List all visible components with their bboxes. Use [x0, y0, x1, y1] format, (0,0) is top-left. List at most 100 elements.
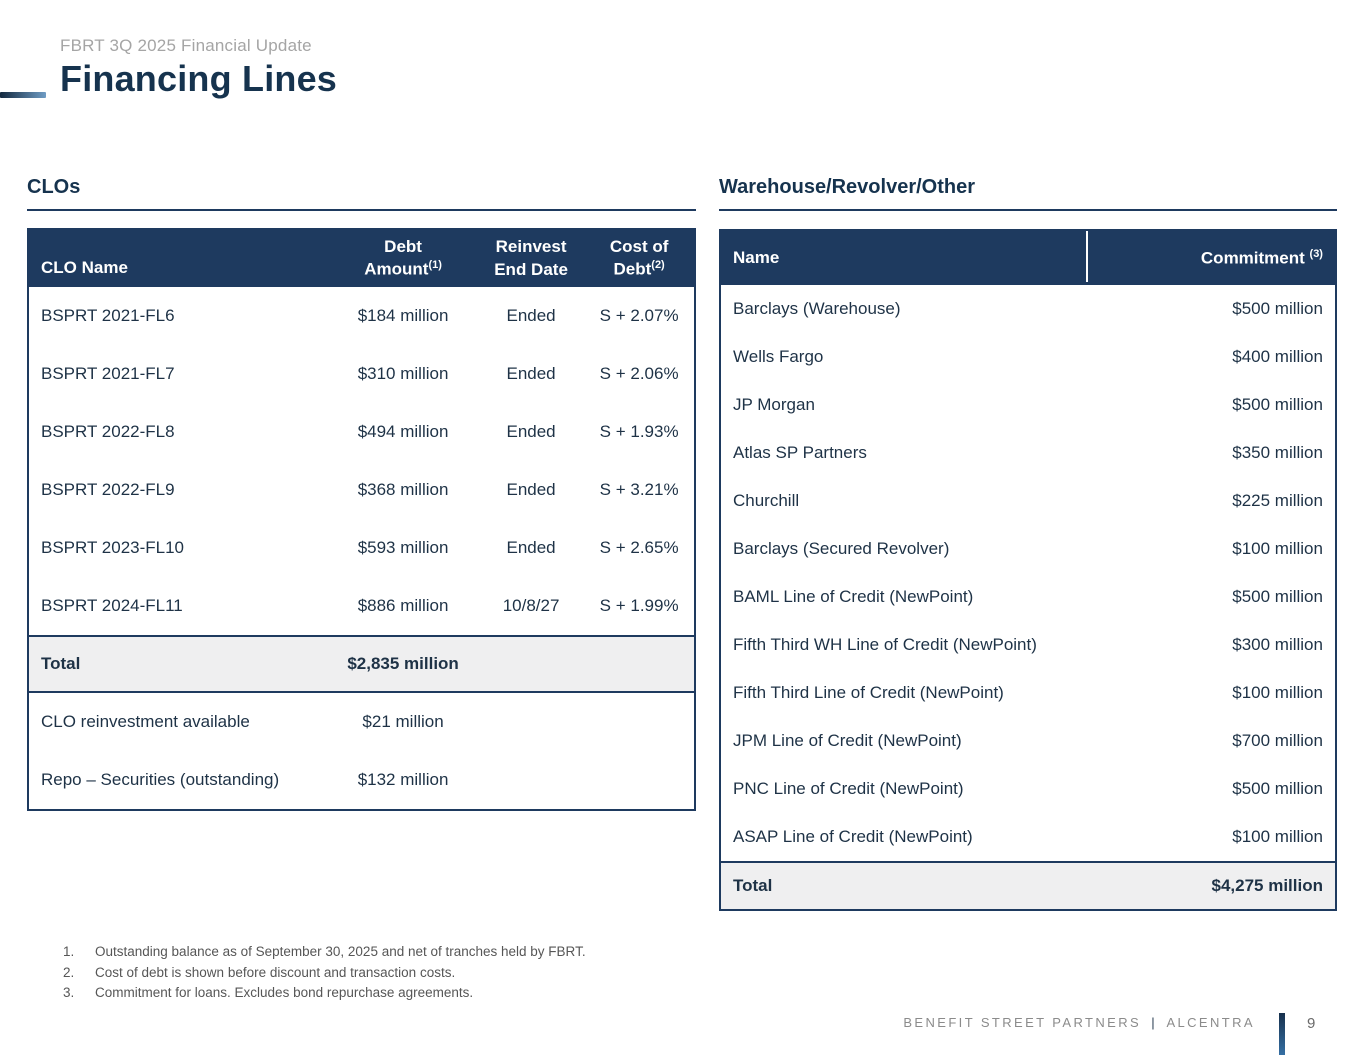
clos-header-debt-line2: Amount(1) — [364, 259, 442, 279]
footnote-2: 2. Cost of debt is shown before discount… — [63, 963, 586, 984]
footnote-3: 3. Commitment for loans. Excludes bond r… — [63, 983, 586, 1004]
debt-amount-cell: $184 million — [357, 306, 449, 325]
clos-header-reinvest-line2: End Date — [494, 259, 568, 279]
table-row: Atlas SP Partners $350 million — [721, 429, 1335, 477]
table-row: PNC Line of Credit (NewPoint) $500 milli… — [721, 765, 1335, 813]
slide-footer: BENEFIT STREET PARTNERS | ALCENTRA 9 — [903, 1006, 1329, 1055]
lender-name-cell: JPM Line of Credit (NewPoint) — [733, 731, 962, 750]
commitment-cell: $500 million — [1232, 395, 1323, 414]
lender-name-cell: Barclays (Warehouse) — [733, 299, 901, 318]
footnote-1: 1. Outstanding balance as of September 3… — [63, 942, 586, 963]
warehouse-header-name: Name — [733, 248, 780, 267]
cost-of-debt-cell: S + 2.07% — [599, 306, 679, 325]
cost-of-debt-cell: S + 2.65% — [599, 538, 679, 557]
extra-row-value: $132 million — [357, 770, 449, 789]
clos-header-cost-line1: Cost of — [609, 236, 669, 256]
table-row: Repo – Securities (outstanding) $132 mil… — [29, 751, 694, 809]
table-row: BSPRT 2021-FL6 $184 million Ended S + 2.… — [29, 287, 694, 345]
commitment-cell: $500 million — [1232, 299, 1323, 318]
lender-name-cell: JP Morgan — [733, 395, 815, 414]
footnotes: 1. Outstanding balance as of September 3… — [63, 942, 586, 1004]
total-label: Total — [733, 876, 773, 895]
table-row: JP Morgan $500 million — [721, 381, 1335, 429]
commitment-cell: $400 million — [1232, 347, 1323, 366]
clos-table-header-row: CLO Name Debt Amount(1) Reinvest End Dat… — [29, 230, 694, 287]
commitment-cell: $350 million — [1232, 443, 1323, 462]
footnote-number: 1. — [63, 944, 75, 959]
total-label: Total — [41, 654, 81, 673]
reinvest-end-date-cell: Ended — [506, 306, 556, 325]
reinvest-end-date-cell: Ended — [506, 422, 556, 441]
cost-of-debt-cell: S + 1.93% — [599, 422, 679, 441]
commitment-cell: $500 million — [1232, 779, 1323, 798]
clos-header-reinvest-line1: Reinvest — [495, 237, 567, 257]
clo-name-cell: BSPRT 2022-FL9 — [41, 480, 175, 499]
header-column-divider — [1086, 231, 1089, 282]
commitment-cell: $700 million — [1232, 731, 1323, 750]
lender-name-cell: BAML Line of Credit (NewPoint) — [733, 587, 974, 606]
debt-amount-cell: $886 million — [357, 596, 449, 615]
commitment-cell: $500 million — [1232, 587, 1323, 606]
commitment-cell: $100 million — [1232, 827, 1323, 846]
commitment-cell: $300 million — [1232, 635, 1323, 654]
clos-header-cost-of-debt: Cost of Debt(2) — [584, 230, 694, 287]
debt-amount-cell: $593 million — [357, 538, 449, 557]
lender-name-cell: Barclays (Secured Revolver) — [733, 539, 950, 558]
extra-row-value: $21 million — [362, 712, 444, 731]
clos-header-debt-line1: Debt — [384, 236, 422, 256]
warehouse-total-row: Total $4,275 million — [721, 861, 1335, 909]
table-row: Fifth Third WH Line of Credit (NewPoint)… — [721, 621, 1335, 669]
debt-amount-cell: $494 million — [357, 422, 449, 441]
cost-of-debt-cell: S + 3.21% — [599, 480, 679, 499]
lender-name-cell: Wells Fargo — [733, 347, 824, 366]
warehouse-table-header-row: Name Commitment (3) — [721, 231, 1335, 285]
debt-amount-cell: $368 million — [357, 480, 449, 499]
footnote-ref-3: (3) — [1309, 247, 1323, 260]
table-row: BSPRT 2022-FL9 $368 million Ended S + 3.… — [29, 461, 694, 519]
footer-brand: BENEFIT STREET PARTNERS | ALCENTRA — [903, 1015, 1255, 1030]
table-row: BSPRT 2021-FL7 $310 million Ended S + 2.… — [29, 345, 694, 403]
clos-section-heading: CLOs — [27, 176, 696, 211]
table-row: BSPRT 2022-FL8 $494 million Ended S + 1.… — [29, 403, 694, 461]
lender-name-cell: Atlas SP Partners — [733, 443, 867, 462]
clos-header-cost-line2: Debt(2) — [613, 259, 665, 279]
clos-header-reinvest-end-date: Reinvest End Date — [478, 230, 584, 287]
commitment-cell: $100 million — [1232, 683, 1323, 702]
page-title: Financing Lines — [60, 58, 338, 99]
footnote-text: Outstanding balance as of September 30, … — [95, 944, 586, 959]
footnote-ref-1: (1) — [428, 259, 442, 272]
cost-of-debt-cell: S + 2.06% — [599, 364, 679, 383]
footnote-number: 2. — [63, 964, 75, 980]
clo-name-cell: BSPRT 2022-FL8 — [41, 422, 175, 441]
table-row: ASAP Line of Credit (NewPoint) $100 mill… — [721, 813, 1335, 861]
debt-amount-cell: $310 million — [357, 364, 449, 383]
total-value: $2,835 million — [347, 654, 459, 673]
table-row: BSPRT 2023-FL10 $593 million Ended S + 2… — [29, 519, 694, 577]
reinvest-end-date-cell: Ended — [506, 480, 556, 499]
table-row: Barclays (Secured Revolver) $100 million — [721, 525, 1335, 573]
warehouse-section-heading: Warehouse/Revolver/Other — [719, 176, 1337, 211]
clos-total-row: Total $2,835 million — [29, 635, 694, 693]
cost-of-debt-cell: S + 1.99% — [599, 596, 679, 615]
lender-name-cell: PNC Line of Credit (NewPoint) — [733, 779, 964, 798]
footer-separator: | — [1151, 1015, 1158, 1030]
table-row: Churchill $225 million — [721, 477, 1335, 525]
table-row: BAML Line of Credit (NewPoint) $500 mill… — [721, 573, 1335, 621]
footer-brand-left: BENEFIT STREET PARTNERS — [903, 1015, 1142, 1030]
clos-header-debt-amount: Debt Amount(1) — [328, 230, 478, 287]
footnote-ref-2: (2) — [651, 259, 665, 272]
commitment-cell: $100 million — [1232, 539, 1323, 558]
extra-row-label: Repo – Securities (outstanding) — [41, 770, 280, 789]
warehouse-table: Name Commitment (3) Barclays (Warehouse)… — [719, 229, 1337, 911]
table-row: Wells Fargo $400 million — [721, 333, 1335, 381]
footer-accent-bar — [1279, 1013, 1285, 1055]
clo-name-cell: BSPRT 2021-FL7 — [41, 364, 175, 383]
footnote-text: Commitment for loans. Excludes bond repu… — [95, 985, 474, 1000]
clo-name-cell: BSPRT 2024-FL11 — [41, 596, 183, 615]
lender-name-cell: Churchill — [733, 491, 800, 510]
total-value: $4,275 million — [1211, 876, 1323, 895]
warehouse-header-commitment: Commitment (3) — [1200, 247, 1323, 268]
footnote-text: Cost of debt is shown before discount an… — [95, 964, 456, 980]
page-number: 9 — [1307, 1015, 1316, 1032]
